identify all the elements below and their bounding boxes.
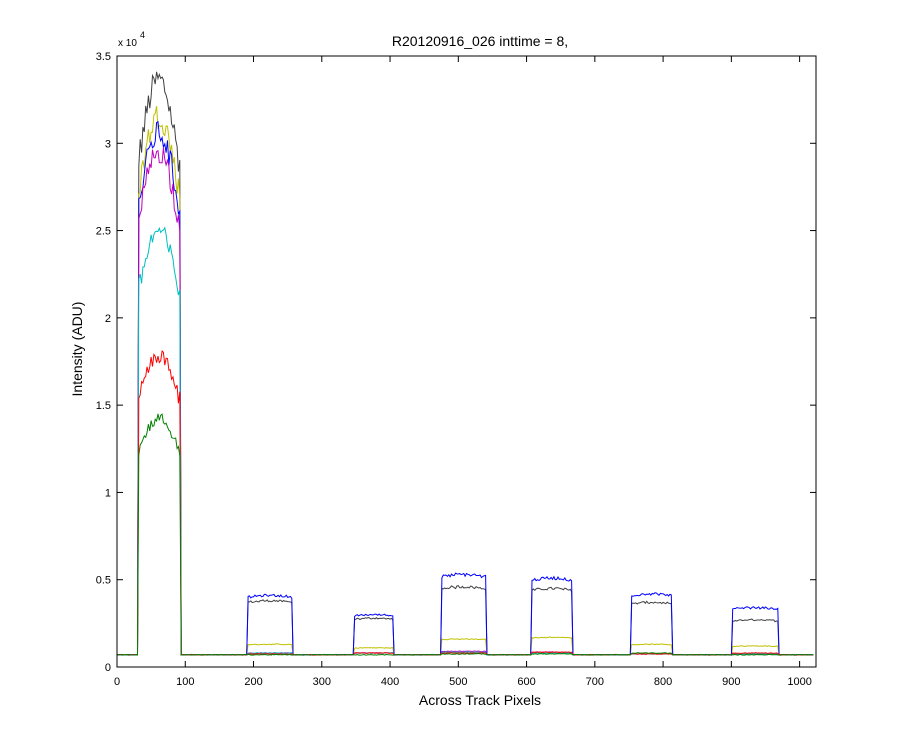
series-line <box>116 71 814 656</box>
y-tick-label: 0.5 <box>96 575 111 587</box>
x-tick-label: 100 <box>176 676 194 688</box>
series-layer <box>116 71 814 656</box>
series-line <box>116 413 814 656</box>
plot-frame <box>116 55 817 668</box>
series-line <box>116 106 814 656</box>
y-multiplier-label: x 10 <box>118 38 137 49</box>
y-axis-label: Intensity (ADU) <box>69 302 85 397</box>
y-tick-label: 2.5 <box>96 226 111 238</box>
chart-title: R20120916_026 inttime = 8, <box>392 33 568 49</box>
y-tick-label: 0 <box>105 662 111 674</box>
series-line <box>116 349 814 656</box>
y-multiplier-exponent: 4 <box>140 30 145 40</box>
x-tick-label: 300 <box>313 676 331 688</box>
x-tick-label: 1000 <box>787 676 811 688</box>
x-tick-label: 900 <box>722 676 740 688</box>
y-tick-label: 3.5 <box>96 51 111 63</box>
x-tick-label: 700 <box>586 676 604 688</box>
x-tick-label: 800 <box>654 676 672 688</box>
axes-layer: 0 100 200 300 400 500 600 700 800 900 1000 0 0.5 1 1.5… <box>96 51 817 688</box>
x-tick-label: 400 <box>381 676 399 688</box>
x-tick-label: 0 <box>114 676 120 688</box>
x-axis-label: Across Track Pixels <box>419 692 541 708</box>
y-tick-label: 1.5 <box>96 400 111 412</box>
x-tick-label: 200 <box>244 676 262 688</box>
x-tick-label: 600 <box>517 676 535 688</box>
series-line <box>116 120 814 656</box>
y-tick-label: 2 <box>105 313 111 325</box>
series-line <box>116 226 814 656</box>
y-tick-label: 1 <box>105 487 111 499</box>
series-line <box>116 147 814 656</box>
x-tick-label: 500 <box>449 676 467 688</box>
y-tick-label: 3 <box>105 138 111 150</box>
